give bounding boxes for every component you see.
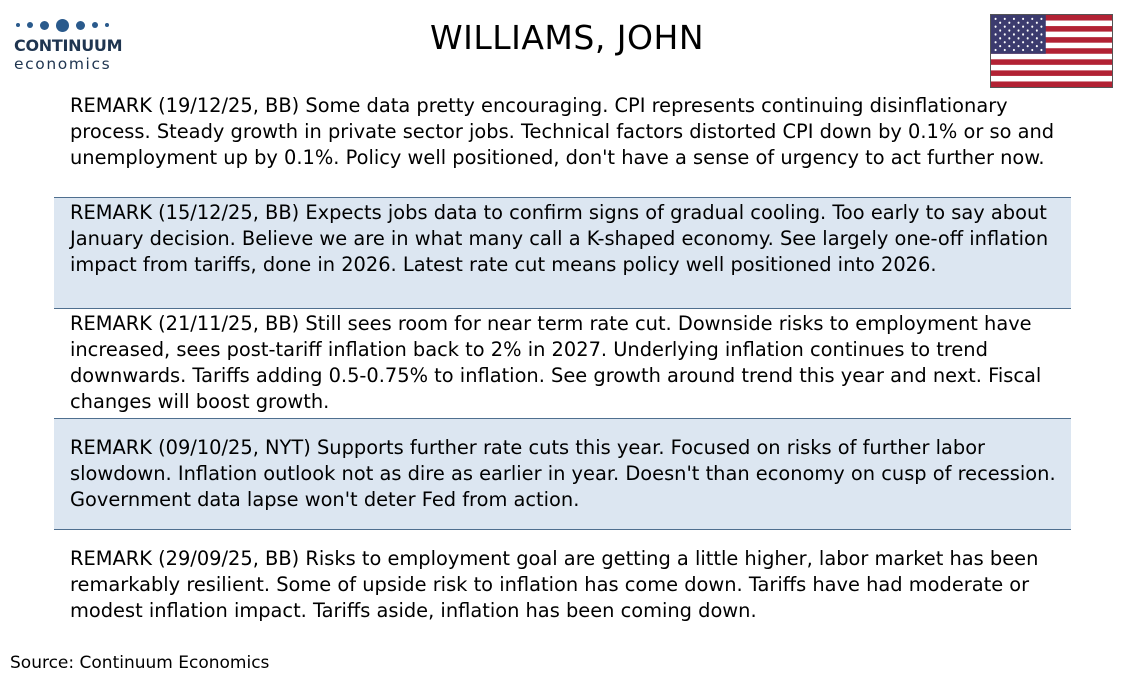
remark-item: REMARK (29/09/25, BB) Risks to employmen… xyxy=(70,547,1039,622)
remark-item: REMARK (21/11/25, BB) Still sees room fo… xyxy=(54,309,1071,419)
source-note: Source: Continuum Economics xyxy=(10,653,270,673)
logo-subtitle: economics xyxy=(14,55,112,73)
remark-item: REMARK (15/12/25, BB) Expects jobs data … xyxy=(54,198,1071,309)
company-logo: CONTINUUM economics xyxy=(14,14,134,73)
remark-item: REMARK (19/12/25, BB) Some data pretty e… xyxy=(54,91,1071,198)
remark-item: REMARK (09/10/25, NYT) Supports further … xyxy=(54,419,1071,530)
logo-brand: CONTINUUM xyxy=(14,36,123,55)
page-title: WILLIAMS, JOHN xyxy=(429,18,705,57)
us-flag-icon xyxy=(990,14,1113,88)
logo-dots xyxy=(16,14,134,36)
remarks-list: REMARK (19/12/25, BB) Some data pretty e… xyxy=(54,91,1071,630)
